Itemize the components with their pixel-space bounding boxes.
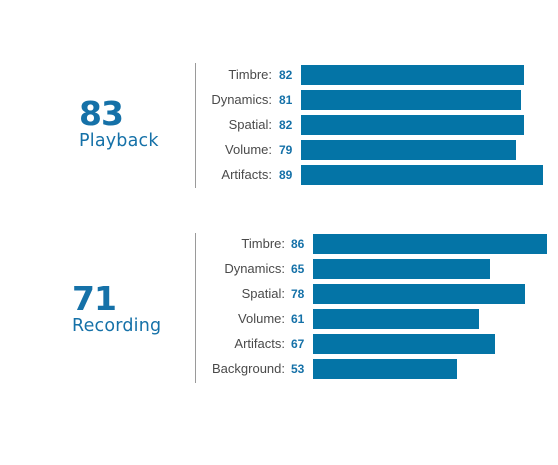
recording-metric-row: Dynamics: 65 — [0, 259, 558, 279]
recording-score-block: 71 Recording — [72, 282, 161, 336]
metric-label: Dynamics: — [224, 261, 285, 276]
metric-label: Artifacts: — [234, 336, 285, 351]
recording-metric-row: Timbre: 86 — [0, 234, 558, 254]
playback-metric-row: Spatial: 82 — [0, 115, 558, 135]
metric-label: Spatial: — [241, 286, 285, 301]
playback-score: 83 — [79, 94, 124, 133]
recording-label: Recording — [72, 316, 162, 336]
playback-metric-row: Dynamics: 81 — [0, 90, 558, 110]
metric-value: 82 — [279, 118, 293, 132]
metric-value: 82 — [279, 68, 293, 82]
metric-label: Artifacts: — [221, 167, 272, 182]
recording-metric-row: Spatial: 78 — [0, 284, 558, 304]
metric-value: 67 — [291, 337, 305, 351]
playback-metric-row: Timbre: 82 — [0, 65, 558, 85]
metric-bar — [313, 234, 547, 254]
playback-label: Playback — [79, 131, 159, 151]
recording-score: 71 — [72, 279, 117, 318]
metric-value: 79 — [279, 143, 293, 157]
playback-metric-row: Artifacts: 89 — [0, 165, 558, 185]
metric-bar — [301, 140, 516, 160]
metric-label: Volume: — [238, 311, 285, 326]
metric-bar — [313, 359, 457, 379]
playback-metric-row: Volume: 79 — [0, 140, 558, 160]
recording-metric-row: Volume: 61 — [0, 309, 558, 329]
metric-label: Volume: — [225, 142, 272, 157]
metric-label: Dynamics: — [211, 92, 272, 107]
metric-bar — [313, 334, 495, 354]
playback-divider — [195, 63, 196, 188]
metric-value: 89 — [279, 168, 293, 182]
metric-bar — [313, 309, 479, 329]
metric-bar — [313, 284, 525, 304]
metric-label: Timbre: — [228, 67, 272, 82]
recording-metric-row: Artifacts: 67 — [0, 334, 558, 354]
metric-value: 53 — [291, 362, 305, 376]
metric-bar — [313, 259, 490, 279]
metric-label: Timbre: — [241, 236, 285, 251]
metric-bar — [301, 90, 521, 110]
metric-value: 81 — [279, 93, 293, 107]
metric-label: Spatial: — [228, 117, 272, 132]
metric-value: 78 — [291, 287, 305, 301]
playback-score-block: 83 Playback — [79, 97, 159, 151]
metric-value: 86 — [291, 237, 305, 251]
metric-value: 61 — [291, 312, 305, 326]
metric-bar — [301, 65, 524, 85]
metric-value: 65 — [291, 262, 305, 276]
metric-bar — [301, 165, 543, 185]
metric-label: Background: — [212, 361, 285, 376]
metric-bar — [301, 115, 524, 135]
recording-divider — [195, 233, 196, 383]
recording-metric-row: Background: 53 — [0, 359, 558, 379]
